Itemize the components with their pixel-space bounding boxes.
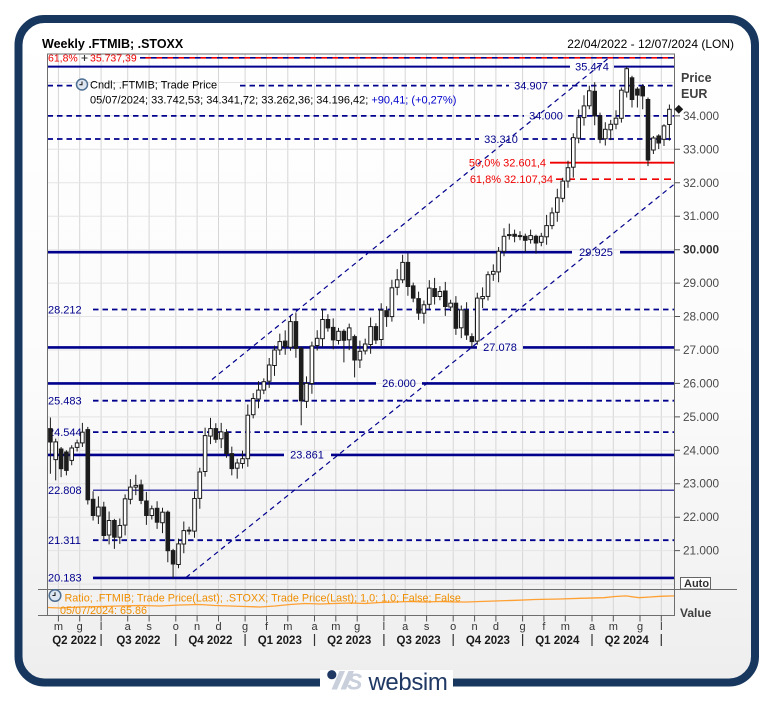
- svg-text:05/07/2024: 65.86: 05/07/2024: 65.86: [60, 605, 147, 617]
- svg-text:l: l: [383, 621, 385, 633]
- svg-text:m: m: [561, 621, 570, 633]
- svg-text:Q2 2024: Q2 2024: [605, 635, 650, 647]
- svg-text:21.311: 21.311: [48, 535, 81, 547]
- svg-text:Q2 2023: Q2 2023: [327, 635, 371, 647]
- svg-text:33.310: 33.310: [484, 134, 518, 146]
- svg-text:g: g: [242, 621, 248, 633]
- svg-text:22.000: 22.000: [683, 510, 720, 524]
- svg-text:o: o: [173, 621, 179, 633]
- svg-text:35.737,39: 35.737,39: [90, 53, 137, 65]
- svg-text:29.000: 29.000: [683, 276, 720, 290]
- svg-text:Q1 2023: Q1 2023: [258, 635, 302, 647]
- svg-text:24.544: 24.544: [48, 427, 82, 439]
- svg-text:m: m: [283, 621, 292, 633]
- svg-text:24.000: 24.000: [683, 443, 720, 457]
- svg-text:28.212: 28.212: [48, 304, 82, 316]
- svg-text:30.000: 30.000: [683, 243, 720, 257]
- svg-text:28.000: 28.000: [683, 310, 720, 324]
- svg-text:26.000: 26.000: [683, 376, 720, 390]
- svg-text:o: o: [450, 621, 456, 633]
- svg-text:d: d: [215, 621, 221, 633]
- svg-text:f: f: [265, 621, 269, 633]
- svg-text:27.000: 27.000: [683, 343, 720, 357]
- svg-text:m: m: [331, 621, 340, 633]
- svg-text:d: d: [493, 621, 499, 633]
- svg-text:f: f: [542, 621, 546, 633]
- svg-text:25.483: 25.483: [48, 396, 82, 408]
- svg-text:26.000: 26.000: [382, 378, 416, 390]
- svg-text:21.000: 21.000: [683, 544, 720, 558]
- svg-text:34.907: 34.907: [514, 80, 548, 92]
- svg-text:l: l: [100, 621, 102, 633]
- svg-text:S: S: [347, 669, 363, 695]
- svg-text:61,8%: 61,8%: [48, 53, 78, 65]
- svg-text:EUR: EUR: [681, 87, 707, 101]
- svg-text:34.000: 34.000: [529, 111, 563, 123]
- svg-text:34.000: 34.000: [683, 109, 720, 123]
- svg-text:Value: Value: [680, 606, 712, 620]
- svg-text:g: g: [354, 621, 360, 633]
- svg-text:22/04/2022 - 12/07/2024 (LON): 22/04/2022 - 12/07/2024 (LON): [567, 37, 734, 51]
- svg-text:g: g: [77, 621, 83, 633]
- svg-text:29.925: 29.925: [579, 247, 613, 259]
- svg-text:Q4 2023: Q4 2023: [466, 635, 510, 647]
- svg-text:33.000: 33.000: [683, 142, 720, 156]
- svg-text:27.078: 27.078: [483, 342, 517, 354]
- svg-text:Cndl; .FTMIB; Trade Price: Cndl; .FTMIB; Trade Price: [90, 79, 217, 91]
- svg-text:a: a: [311, 621, 318, 633]
- svg-text:g: g: [520, 621, 526, 633]
- svg-text:22.808: 22.808: [48, 485, 82, 497]
- svg-text:23.000: 23.000: [683, 477, 720, 491]
- svg-text:a: a: [589, 621, 596, 633]
- svg-text:g: g: [637, 621, 643, 633]
- svg-text:n: n: [472, 621, 478, 633]
- svg-text:50,0% 32.601,4: 50,0% 32.601,4: [469, 158, 546, 170]
- svg-text:Q2 2022: Q2 2022: [52, 635, 96, 647]
- svg-text:32.000: 32.000: [683, 176, 720, 190]
- svg-text:05/07/2024; 33.742,53; 34.341,: 05/07/2024; 33.742,53; 34.341,72; 33.262…: [90, 94, 456, 106]
- svg-text:61,8% 32.107,34: 61,8% 32.107,34: [470, 174, 553, 186]
- svg-text:Auto: Auto: [684, 578, 709, 590]
- svg-text:m: m: [54, 621, 63, 633]
- svg-text:Ratio; .FTMIB; Trade Price(Las: Ratio; .FTMIB; Trade Price(Last); .STOXX…: [65, 593, 461, 605]
- svg-text:20.183: 20.183: [48, 573, 82, 585]
- svg-text:35.474: 35.474: [575, 61, 609, 73]
- svg-text:s: s: [146, 621, 152, 633]
- svg-text:s: s: [424, 621, 430, 633]
- svg-text:Price: Price: [681, 71, 712, 85]
- svg-text:n: n: [194, 621, 200, 633]
- svg-text:Q1 2024: Q1 2024: [535, 635, 580, 647]
- svg-text:websim: websim: [368, 669, 448, 696]
- svg-text:m: m: [609, 621, 618, 633]
- svg-text:l: l: [660, 621, 662, 633]
- svg-text:25.000: 25.000: [683, 410, 720, 424]
- svg-text:Weekly .FTMIB; .STOXX: Weekly .FTMIB; .STOXX: [42, 37, 184, 51]
- svg-text:31.000: 31.000: [683, 209, 720, 223]
- svg-text:Q4 2022: Q4 2022: [188, 635, 232, 647]
- svg-text:Q3 2023: Q3 2023: [397, 635, 441, 647]
- svg-text:Q3 2022: Q3 2022: [116, 635, 160, 647]
- svg-text:a: a: [402, 621, 409, 633]
- svg-text:23.861: 23.861: [290, 450, 324, 462]
- svg-text:a: a: [125, 621, 132, 633]
